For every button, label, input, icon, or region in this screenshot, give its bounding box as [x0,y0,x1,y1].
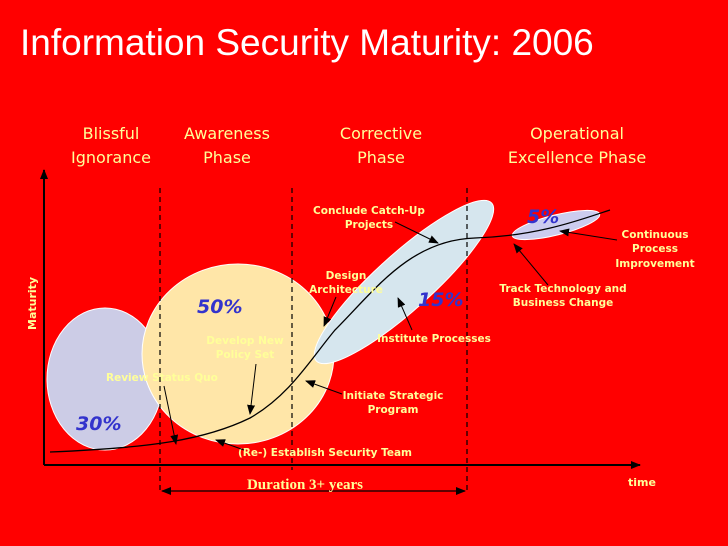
label-continuous-2: Process [632,243,678,255]
page-title: Information Security Maturity: 2006 [20,22,594,63]
arrow-design-arch [323,296,337,327]
y-axis-label: Maturity [26,277,39,330]
duration-label: Duration 3+ years [247,477,363,493]
phase-operational-line1: Operational [530,124,624,143]
label-design-arch-2: Architecture [309,284,383,296]
label-initiate-program-2: Program [368,404,419,416]
label-continuous-3: Improvement [615,258,694,270]
phase-awareness-line2: Phase [203,148,251,167]
arrow-develop-policy [247,363,257,415]
phase-corrective-line1: Corrective [340,124,422,143]
label-catchup-1: Conclude Catch-Up [313,205,425,217]
label-track-tech-1: Track Technology and [499,283,626,295]
percent-awareness: 50% [197,296,242,318]
arrow-track-tech [513,243,549,286]
label-develop-policy-2: Policy Set [216,349,275,361]
phase-blissful-line1: Blissful [83,124,140,143]
phase-awareness-line1: Awareness [184,124,270,143]
arrow-initiate-program [305,380,343,395]
arrow-establish-team [215,439,245,451]
percent-corrective: 15% [418,289,463,311]
label-develop-policy-1: Develop New [206,335,284,347]
label-institute-processes: Institute Processes [377,333,491,345]
label-design-arch-1: Design [326,270,367,282]
label-review-status-quo: Review Status Quo [106,372,218,384]
arrow-review-status-quo [163,385,179,445]
label-catchup-2: Projects [345,219,393,231]
arrow-catchup [394,221,439,244]
phase-corrective-line2: Phase [357,148,405,167]
percent-operational: 5% [527,206,559,228]
operational-blob [511,209,601,241]
arrow-continuous [559,228,618,241]
maturity-curve [49,209,611,453]
percent-blissful: 30% [76,413,121,435]
label-initiate-program-1: Initiate Strategic [343,390,444,402]
phase-operational-line2: Excellence Phase [508,148,646,167]
label-track-tech-2: Business Change [513,297,613,309]
label-continuous-1: Continuous [622,229,689,241]
arrow-institute-processes [397,297,413,331]
phase-blissful-line2: Ignorance [71,148,151,167]
x-axis-label: time [628,476,656,489]
label-establish-team: (Re-) Establish Security Team [238,447,412,459]
